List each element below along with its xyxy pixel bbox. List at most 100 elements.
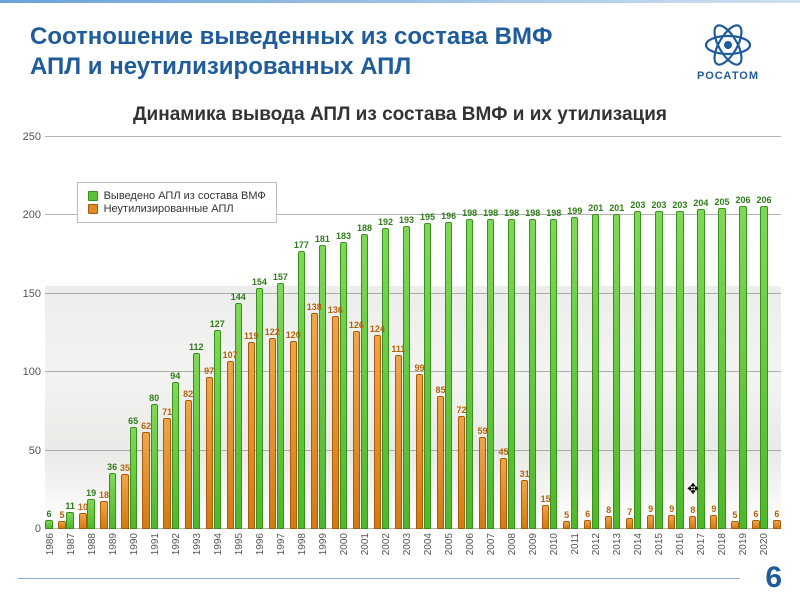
bar-series-b bbox=[248, 342, 255, 529]
bar-series-a bbox=[613, 214, 620, 529]
bar-series-a bbox=[571, 217, 578, 529]
value-label-b: 107 bbox=[223, 350, 238, 360]
value-label-a: 6 bbox=[47, 509, 52, 519]
bar-series-a bbox=[403, 226, 410, 529]
value-label-b: 71 bbox=[162, 407, 172, 417]
x-axis: 1986198719881989199019911992199319941995… bbox=[45, 529, 781, 551]
value-label-a: 205 bbox=[714, 197, 729, 207]
bar-series-a bbox=[319, 245, 326, 529]
bar-series-a bbox=[235, 303, 242, 529]
legend-label-a: Выведено АПЛ из состава ВМФ bbox=[104, 190, 266, 202]
bar-series-b bbox=[584, 520, 591, 529]
bar-series-a bbox=[130, 427, 137, 529]
x-tick-label: 2013 bbox=[612, 533, 623, 555]
value-label-a: 199 bbox=[567, 206, 582, 216]
bar-series-b bbox=[121, 474, 128, 529]
value-label-a: 36 bbox=[107, 462, 117, 472]
value-label-a: 196 bbox=[441, 211, 456, 221]
x-tick-label: 1991 bbox=[150, 533, 161, 555]
bar-series-a bbox=[487, 219, 494, 529]
value-label-b: 126 bbox=[349, 320, 364, 330]
x-tick-label: 2012 bbox=[591, 533, 602, 555]
value-label-b: 99 bbox=[414, 363, 424, 373]
bar-series-a bbox=[592, 214, 599, 529]
value-label-b: 62 bbox=[141, 421, 151, 431]
bar-series-b bbox=[100, 501, 107, 529]
x-tick-label: 1988 bbox=[86, 533, 97, 555]
bar-series-b bbox=[332, 316, 339, 529]
x-tick-label: 1993 bbox=[192, 533, 203, 555]
value-label-a: 203 bbox=[651, 200, 666, 210]
x-tick-label: 1987 bbox=[65, 533, 76, 555]
bar-series-b bbox=[626, 518, 633, 529]
rosatom-logo: РОСАТОМ bbox=[688, 22, 768, 82]
value-label-b: 5 bbox=[59, 510, 64, 520]
x-tick-label: 2015 bbox=[654, 533, 665, 555]
bar-series-a bbox=[382, 228, 389, 529]
value-label-b: 85 bbox=[435, 385, 445, 395]
value-label-a: 183 bbox=[336, 231, 351, 241]
value-label-b: 9 bbox=[711, 504, 716, 514]
logo-text: РОСАТОМ bbox=[688, 70, 768, 82]
value-label-a: 195 bbox=[420, 212, 435, 222]
bar-series-b bbox=[647, 515, 654, 529]
value-label-b: 138 bbox=[307, 302, 322, 312]
value-label-a: 127 bbox=[210, 319, 225, 329]
x-tick-label: 2017 bbox=[696, 533, 707, 555]
y-tick-label: 0 bbox=[15, 523, 41, 535]
bar-series-b bbox=[227, 361, 234, 529]
bar-series-a bbox=[340, 242, 347, 529]
bar-series-b bbox=[479, 437, 486, 530]
bar-series-b bbox=[185, 400, 192, 529]
legend-swatch-orange bbox=[88, 204, 98, 214]
slide-title: Соотношение выведенных из состава ВМФ АП… bbox=[30, 22, 590, 82]
bar-series-a bbox=[466, 219, 473, 529]
legend-swatch-green bbox=[88, 191, 98, 201]
x-tick-label: 2000 bbox=[339, 533, 350, 555]
value-label-a: 112 bbox=[189, 342, 204, 352]
bar-series-b bbox=[395, 355, 402, 529]
bar-series-a bbox=[45, 520, 52, 529]
bar-series-b bbox=[142, 432, 149, 529]
x-tick-label: 2009 bbox=[528, 533, 539, 555]
bar-series-a bbox=[718, 208, 725, 529]
footer-rule bbox=[18, 578, 740, 579]
x-tick-label: 2006 bbox=[465, 533, 476, 555]
bar-series-a bbox=[550, 219, 557, 529]
value-label-a: 94 bbox=[170, 371, 180, 381]
value-label-a: 193 bbox=[399, 215, 414, 225]
value-label-b: 35 bbox=[120, 463, 130, 473]
value-label-a: 65 bbox=[128, 416, 138, 426]
value-label-b: 59 bbox=[478, 426, 488, 436]
bar-series-a bbox=[424, 223, 431, 529]
x-tick-label: 1997 bbox=[276, 533, 287, 555]
bar-series-b bbox=[416, 374, 423, 529]
y-tick-label: 150 bbox=[15, 288, 41, 300]
bar-series-b bbox=[58, 521, 65, 529]
x-tick-label: 2005 bbox=[444, 533, 455, 555]
legend: Выведено АПЛ из состава ВМФ Неутилизиров… bbox=[77, 182, 277, 223]
value-label-a: 201 bbox=[588, 203, 603, 213]
bar-series-a bbox=[697, 209, 704, 529]
bar-series-a bbox=[739, 206, 746, 529]
bar-series-b bbox=[79, 513, 86, 529]
value-label-b: 136 bbox=[328, 305, 343, 315]
value-label-a: 203 bbox=[672, 200, 687, 210]
x-tick-label: 1994 bbox=[213, 533, 224, 555]
bar-series-a bbox=[151, 404, 158, 529]
x-tick-label: 1989 bbox=[107, 533, 118, 555]
bar-series-a bbox=[529, 219, 536, 529]
value-label-b: 82 bbox=[183, 389, 193, 399]
x-tick-label: 2016 bbox=[675, 533, 686, 555]
x-tick-label: 1990 bbox=[129, 533, 140, 555]
x-tick-label: 2007 bbox=[486, 533, 497, 555]
bar-series-b bbox=[458, 416, 465, 529]
header-bar bbox=[0, 0, 800, 3]
bar-series-b bbox=[710, 515, 717, 529]
value-label-b: 45 bbox=[499, 447, 509, 457]
value-label-a: 177 bbox=[294, 240, 309, 250]
bar-series-a bbox=[256, 288, 263, 529]
value-label-b: 119 bbox=[244, 331, 259, 341]
value-label-b: 9 bbox=[669, 504, 674, 514]
bar-series-a bbox=[445, 222, 452, 529]
